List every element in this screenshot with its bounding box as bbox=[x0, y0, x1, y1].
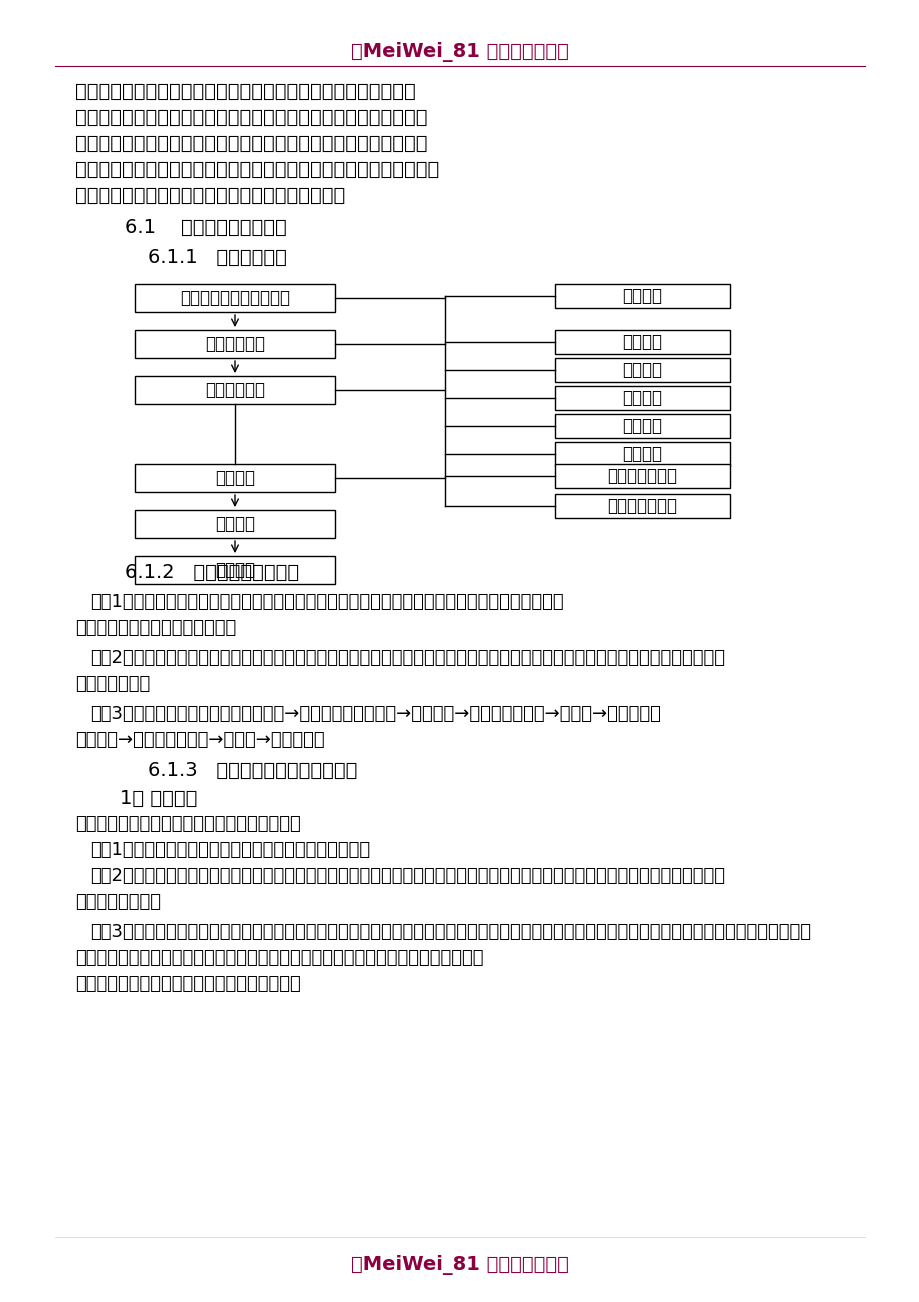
Bar bbox=[554, 414, 729, 437]
Text: 6.1.1   施工工艺流程: 6.1.1 施工工艺流程 bbox=[148, 247, 287, 267]
Bar bbox=[135, 510, 335, 538]
Bar bbox=[554, 385, 729, 410]
Text: 止雨后自行下沉。: 止雨后自行下沉。 bbox=[75, 893, 161, 911]
Text: （2）挖填土　按要求将绻化地段整理出预定的地形。对土方工程应先挖后填，并注意对新填土的碎压向实，并适当增加土量，以防: （2）挖填土 按要求将绻化地段整理出预定的地形。对土方工程应先挖后填，并注意对新… bbox=[90, 867, 724, 885]
Text: 第一次在栽植乔灌木以前进行；第二则在栽植乔: 第一次在栽植乔灌木以前进行；第二则在栽植乔 bbox=[75, 975, 301, 993]
Text: 施工现场保证树木成活和健岄成长的措施包括：: 施工现场保证树木成活和健岄成长的措施包括： bbox=[75, 815, 301, 833]
Bar bbox=[554, 284, 729, 309]
Text: 除满足树木成长对土壤的要求外，还应注意地形地尴的美观。整地工作应分两次进行，: 除满足树木成长对土壤的要求外，还应注意地形地尴的美观。整地工作应分两次进行， bbox=[75, 949, 483, 967]
Text: 机械挖土: 机械挖土 bbox=[622, 389, 662, 408]
Text: 机械填土: 机械填土 bbox=[622, 417, 662, 435]
Text: 一般树木的栽植: 一般树木的栽植 bbox=[607, 467, 676, 486]
Bar bbox=[135, 376, 335, 404]
Text: 平整场地工程: 平整场地工程 bbox=[205, 335, 265, 353]
Bar bbox=[554, 441, 729, 466]
Bar bbox=[554, 329, 729, 354]
Text: 6.1    乔灌木种植工程施工: 6.1 乔灌木种植工程施工 bbox=[125, 217, 287, 237]
Text: 1） 现场准备: 1） 现场准备 bbox=[119, 789, 198, 809]
Text: 林绻化种植工程施工主要指乔木、灌木、草坪、花卉及水生植物在园: 林绻化种植工程施工主要指乔木、灌木、草坪、花卉及水生植物在园 bbox=[75, 108, 427, 128]
Text: 风景树木的栽植: 风景树木的栽植 bbox=[607, 497, 676, 516]
Text: 6.1.2   施工准备及主要工序: 6.1.2 施工准备及主要工序 bbox=[125, 562, 299, 582]
Text: 6.1.3   现场准备与定点测量、放线: 6.1.3 现场准备与定点测量、放线 bbox=[148, 760, 357, 780]
Text: 施工准备及临时设施工程: 施工准备及临时设施工程 bbox=[180, 289, 289, 307]
Text: 土壤条件对园林植物习性及应用的影响也十分深远。: 土壤条件对园林植物习性及应用的影响也十分深远。 bbox=[75, 186, 345, 204]
Text: 养护工程: 养护工程 bbox=[215, 516, 255, 533]
Text: （1）清理杂物　清除施工场地内的建筑垃圾及杂物等。: （1）清理杂物 清除施工场地内的建筑垃圾及杂物等。 bbox=[90, 841, 369, 859]
Bar bbox=[554, 464, 729, 488]
Text: 表土复原: 表土复原 bbox=[622, 445, 662, 464]
Text: 施工测量放线: 施工测量放线 bbox=[205, 381, 265, 398]
Bar bbox=[135, 284, 335, 312]
Bar bbox=[554, 493, 729, 518]
Bar bbox=[135, 556, 335, 585]
Bar bbox=[135, 464, 335, 492]
Text: 人工挖土: 人工挖土 bbox=[622, 333, 662, 352]
Bar bbox=[554, 358, 729, 381]
Text: （3）乔灌木种植的主要工序为：整地→种植物的定位、放线→挖穴、槽→播种或花苗种植→施茅肥→填种植土。: （3）乔灌木种植的主要工序为：整地→种植物的定位、放线→挖穴、槽→播种或花苗种植… bbox=[90, 704, 660, 723]
Text: （1）施工人员施工前要认真熟悬、理解设计意图，看懂设计图纸，严格按照设计图纸进行施工。: （1）施工人员施工前要认真熟悬、理解设计意图，看懂设计图纸，严格按照设计图纸进行… bbox=[90, 592, 563, 611]
Text: 【MeiWei_81 重点借鉴文档】: 【MeiWei_81 重点借鉴文档】 bbox=[351, 1255, 568, 1275]
Text: 收尾工程: 收尾工程 bbox=[215, 561, 255, 579]
Text: 林造景中的运用。不同的地理位置，不同的气候特征，不同的气候特: 林造景中的运用。不同的地理位置，不同的气候特征，不同的气候特 bbox=[75, 134, 427, 154]
Text: 人工填土: 人工填土 bbox=[622, 361, 662, 379]
Text: 纸，严格按照设计图纸进行施工。: 纸，严格按照设计图纸进行施工。 bbox=[75, 618, 236, 637]
Text: 挖穴、槽→播种或花苗种植→施茅肥→填种植土。: 挖穴、槽→播种或花苗种植→施茅肥→填种植土。 bbox=[75, 730, 324, 749]
Text: 在园林工程施工中，绻化种植造景是不可缺少的关钒环节。园: 在园林工程施工中，绻化种植造景是不可缺少的关钒环节。园 bbox=[75, 82, 415, 102]
Text: 【MeiWei_81 重点借鉴文档】: 【MeiWei_81 重点借鉴文档】 bbox=[351, 42, 568, 62]
Bar bbox=[135, 329, 335, 358]
Text: 征，使植物在实践中的应用多样灵活。此外，水源、气候、地形地尴、: 征，使植物在实践中的应用多样灵活。此外，水源、气候、地形地尴、 bbox=[75, 160, 438, 178]
Text: （3）平整场地　整地要做到因地制宜，应结合地形进行整理，除满足树木成长对土壤的要求外，还应注意地形地尴的美观。整地工作应分两次进行，: （3）平整场地 整地要做到因地制宜，应结合地形进行整理，除满足树木成长对土壤的要… bbox=[90, 923, 811, 941]
Text: （2）抓住施工的栽植季节，合理安排施工进度。了解各种乔灌木植物及花草的生物学特性和生态学特性，以及施工现场状况，合理: （2）抓住施工的栽植季节，合理安排施工进度。了解各种乔灌木植物及花草的生物学特性… bbox=[90, 648, 724, 667]
Text: 种植工程: 种植工程 bbox=[215, 469, 255, 487]
Text: 表土剥离: 表土剥离 bbox=[622, 286, 662, 305]
Text: 安排施工进度。: 安排施工进度。 bbox=[75, 674, 150, 693]
